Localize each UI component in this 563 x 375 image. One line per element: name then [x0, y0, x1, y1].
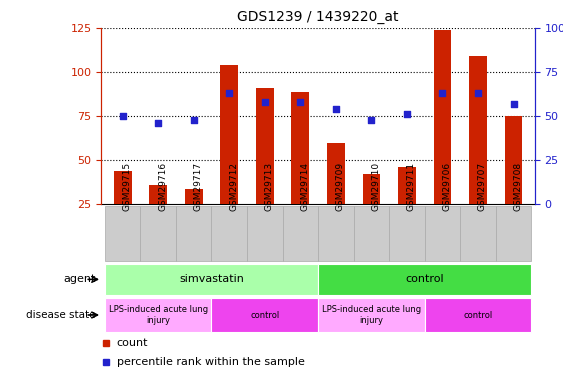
Point: [403, 111, 412, 117]
Bar: [149, 185, 167, 248]
Bar: [425, 206, 460, 261]
Bar: [212, 298, 318, 332]
Point: [509, 101, 518, 107]
Text: LPS-induced acute lung
injury: LPS-induced acute lung injury: [109, 305, 208, 325]
Bar: [496, 206, 531, 261]
Title: GDS1239 / 1439220_at: GDS1239 / 1439220_at: [238, 10, 399, 24]
Bar: [247, 206, 283, 261]
Text: GSM29717: GSM29717: [194, 162, 203, 211]
Point: [118, 113, 127, 119]
Bar: [256, 88, 274, 248]
Point: [189, 117, 198, 123]
Point: [225, 90, 234, 96]
Bar: [292, 92, 309, 248]
Bar: [389, 206, 425, 261]
Bar: [114, 171, 132, 248]
Point: [473, 90, 482, 96]
Bar: [363, 174, 380, 248]
Text: GSM29711: GSM29711: [407, 162, 416, 211]
Bar: [425, 298, 531, 332]
Text: control: control: [250, 310, 279, 320]
Point: [260, 99, 269, 105]
Bar: [469, 56, 487, 248]
Text: GSM29715: GSM29715: [123, 162, 132, 211]
Text: agent: agent: [63, 274, 96, 284]
Text: LPS-induced acute lung
injury: LPS-induced acute lung injury: [322, 305, 421, 325]
Bar: [434, 30, 452, 248]
Bar: [354, 206, 389, 261]
Text: GSM29714: GSM29714: [300, 162, 309, 211]
Bar: [185, 189, 203, 248]
Bar: [140, 206, 176, 261]
Text: GSM29710: GSM29710: [372, 162, 381, 211]
Bar: [176, 206, 212, 261]
Text: GSM29712: GSM29712: [229, 162, 238, 211]
Text: GSM29713: GSM29713: [265, 162, 274, 211]
Bar: [105, 264, 318, 295]
Bar: [220, 65, 238, 248]
Point: [154, 120, 163, 126]
Point: [367, 117, 376, 123]
Text: percentile rank within the sample: percentile rank within the sample: [117, 357, 305, 367]
Bar: [105, 206, 140, 261]
Bar: [318, 206, 354, 261]
Bar: [283, 206, 318, 261]
Text: GSM29707: GSM29707: [478, 162, 487, 211]
Text: GSM29716: GSM29716: [158, 162, 167, 211]
Text: GSM29706: GSM29706: [443, 162, 452, 211]
Bar: [105, 298, 212, 332]
Text: disease state: disease state: [26, 310, 96, 320]
Text: simvastatin: simvastatin: [179, 274, 244, 284]
Point: [438, 90, 447, 96]
Bar: [212, 206, 247, 261]
Point: [296, 99, 305, 105]
Bar: [398, 167, 416, 248]
Text: GSM29709: GSM29709: [336, 162, 345, 211]
Bar: [460, 206, 496, 261]
Bar: [318, 264, 531, 295]
Text: control: control: [463, 310, 493, 320]
Text: control: control: [405, 274, 444, 284]
Bar: [327, 143, 345, 248]
Text: GSM29708: GSM29708: [513, 162, 522, 211]
Point: [332, 106, 341, 112]
Bar: [318, 298, 425, 332]
Text: count: count: [117, 338, 148, 348]
Bar: [504, 116, 522, 248]
